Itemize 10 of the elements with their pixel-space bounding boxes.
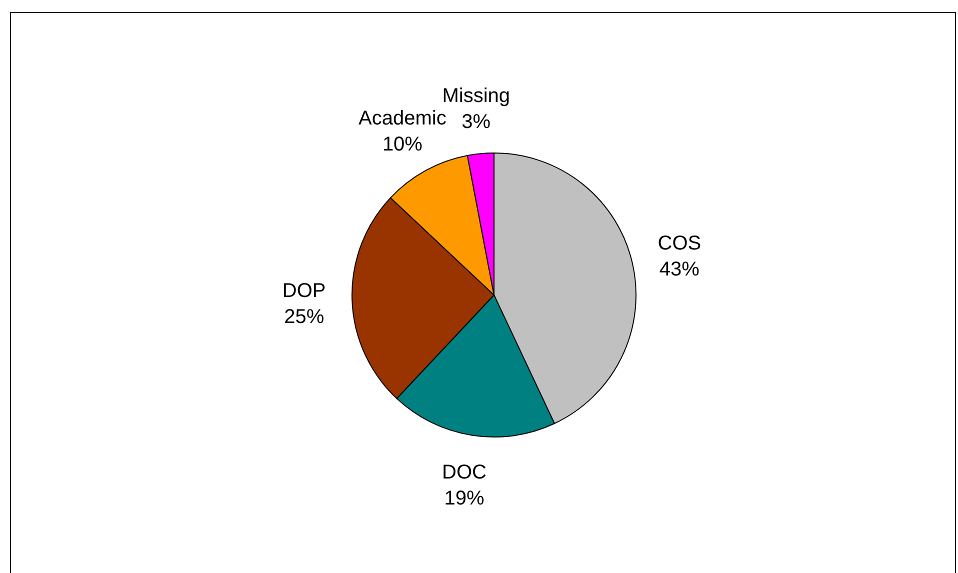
data-label: 3% — [462, 110, 491, 133]
slice-label: DOP — [282, 280, 326, 302]
slice-label: COS — [658, 232, 702, 255]
slice-label: Missing — [442, 84, 510, 107]
data-label: 25% — [284, 306, 324, 328]
data-label: 10% — [382, 134, 423, 156]
data-label: 19% — [444, 488, 485, 510]
data-label: 43% — [659, 258, 700, 281]
slice-label: DOC — [442, 462, 487, 484]
slice-label: Academic — [358, 108, 446, 130]
